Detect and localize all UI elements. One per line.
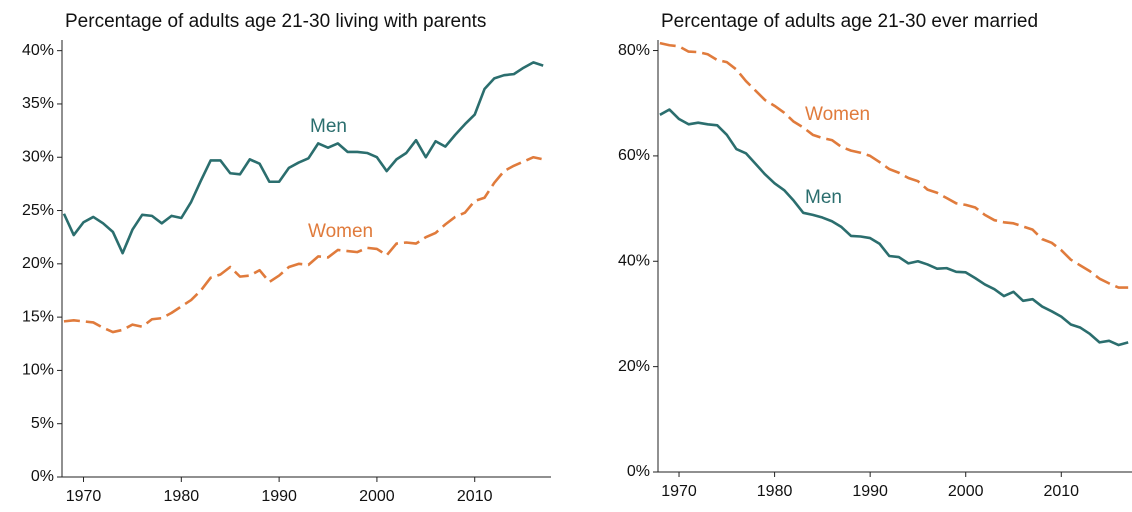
chart-title: Percentage of adults age 21-30 living wi…: [65, 11, 486, 32]
y-tick-label: 60%: [618, 147, 650, 164]
x-tick-label: 1980: [164, 488, 200, 505]
y-tick-label: 5%: [31, 415, 54, 432]
y-tick-label: 20%: [22, 255, 54, 272]
x-tick-label: 2010: [457, 488, 493, 505]
x-tick-label: 1990: [261, 488, 297, 505]
series-label: Women: [805, 104, 870, 125]
y-tick-label: 10%: [22, 362, 54, 379]
series-label: Men: [310, 116, 347, 137]
y-tick-label: 15%: [22, 308, 54, 325]
y-tick-label: 30%: [22, 148, 54, 165]
y-tick-label: 0%: [31, 468, 54, 485]
series-label: Men: [805, 187, 842, 208]
chart-title: Percentage of adults age 21-30 ever marr…: [661, 11, 1038, 32]
y-tick-label: 20%: [618, 358, 650, 375]
x-tick-label: 1990: [852, 483, 888, 500]
y-tick-label: 80%: [618, 42, 650, 59]
y-tick-label: 0%: [627, 463, 650, 480]
x-tick-label: 1980: [757, 483, 793, 500]
x-tick-label: 2000: [359, 488, 395, 505]
series-label: Women: [308, 221, 373, 242]
x-tick-label: 2000: [948, 483, 984, 500]
line-men: [659, 108, 1129, 347]
y-tick-label: 40%: [22, 42, 54, 59]
y-tick-label: 35%: [22, 95, 54, 112]
y-tick-label: 40%: [618, 252, 650, 269]
y-tick-label: 25%: [22, 202, 54, 219]
x-tick-label: 1970: [661, 483, 697, 500]
x-tick-label: 1970: [66, 488, 102, 505]
line-men: [62, 61, 544, 255]
line-women: [63, 155, 544, 334]
x-tick-label: 2010: [1043, 483, 1079, 500]
line-women: [659, 41, 1129, 289]
